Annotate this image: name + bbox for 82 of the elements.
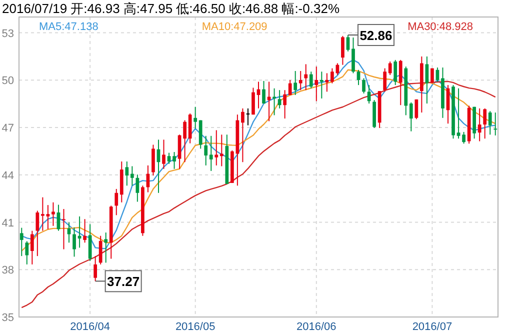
candlestick [356, 69, 360, 86]
candlestick [346, 34, 350, 52]
candlestick [98, 235, 102, 265]
candlestick [325, 72, 329, 92]
candlestick [30, 230, 34, 265]
candlestick [220, 134, 224, 167]
text: MA10:47.209 [202, 21, 268, 33]
candlestick [488, 110, 492, 136]
candlestick [288, 80, 292, 96]
y-tick-label: 44 [2, 170, 14, 182]
candlestick [83, 218, 86, 244]
candlestick [320, 71, 324, 99]
candlestick [330, 68, 334, 84]
candlestick [114, 188, 118, 216]
y-tick-label: 38 [2, 264, 14, 277]
candlestick [204, 135, 208, 166]
candlestick [314, 66, 318, 102]
candlestick [136, 174, 140, 202]
candlestick [341, 35, 344, 66]
x-tick-label: 2016/06 [296, 321, 336, 333]
annotation: 52.86 [347, 24, 394, 46]
x-tick-label: 2016/04 [70, 321, 110, 333]
candlestick [430, 68, 434, 84]
candlestick [25, 240, 29, 265]
candlestick [267, 81, 271, 122]
candlestick [214, 130, 218, 166]
text: MA30:48.928 [408, 21, 473, 33]
candlestick [194, 106, 198, 130]
candlestick [294, 70, 298, 96]
candlestick [52, 202, 55, 226]
candlestick [362, 78, 366, 94]
candlestick [172, 152, 176, 170]
candlestick [130, 166, 134, 186]
candlestick [20, 227, 24, 257]
candlestick [398, 59, 402, 106]
y-tick-label: 41 [2, 217, 14, 230]
candlestick [125, 160, 129, 186]
candlestick [483, 108, 487, 140]
candlestick [478, 108, 482, 142]
x-tick-label: 2016/05 [175, 321, 216, 333]
candlestick [394, 59, 398, 86]
candlestick [383, 68, 387, 92]
candlestick [152, 144, 155, 176]
y-tick-label: 35 [2, 312, 14, 324]
candlestick [246, 108, 250, 126]
candlestick [46, 204, 50, 230]
candlestick [309, 71, 313, 89]
candlestick [104, 232, 108, 264]
candlestick [462, 131, 466, 144]
candlestick [41, 196, 44, 232]
candlestick [409, 102, 413, 132]
annotation: 37.27 [94, 270, 142, 292]
x-tick-label: 2016/07 [412, 321, 452, 333]
candlestick [283, 90, 287, 120]
annotation: 37.27 [107, 274, 140, 290]
candlestick [72, 226, 76, 258]
candlestick [209, 135, 213, 172]
candlestick [494, 112, 498, 136]
candlestick [388, 61, 392, 76]
candlestick [167, 152, 171, 164]
candlestick [456, 88, 460, 140]
candlestick [94, 256, 98, 282]
y-tick-label: 53 [2, 28, 14, 40]
candlestick [183, 120, 186, 163]
chart-title: 2016/07/19 开:46.93 高:47.95 低:46.50 收:46.88 幅:-0.32% [2, 1, 340, 16]
y-tick-label: 50 [2, 75, 14, 88]
candlestick [262, 80, 266, 104]
candlestick [425, 56, 429, 104]
text: MA5:47.138 [39, 21, 98, 33]
candlestick [272, 88, 276, 116]
candlestick [62, 208, 66, 250]
y-tick-label: 47 [2, 122, 14, 135]
candlestick [36, 210, 40, 257]
annotation: 52.86 [360, 28, 392, 43]
candlestick [162, 139, 166, 170]
candlestick [298, 70, 302, 91]
candlestick [352, 37, 355, 74]
candlestick [67, 222, 71, 244]
candlestick [304, 64, 308, 91]
candlestick [252, 87, 255, 116]
candlestick [414, 98, 418, 120]
candlestick [241, 108, 244, 163]
